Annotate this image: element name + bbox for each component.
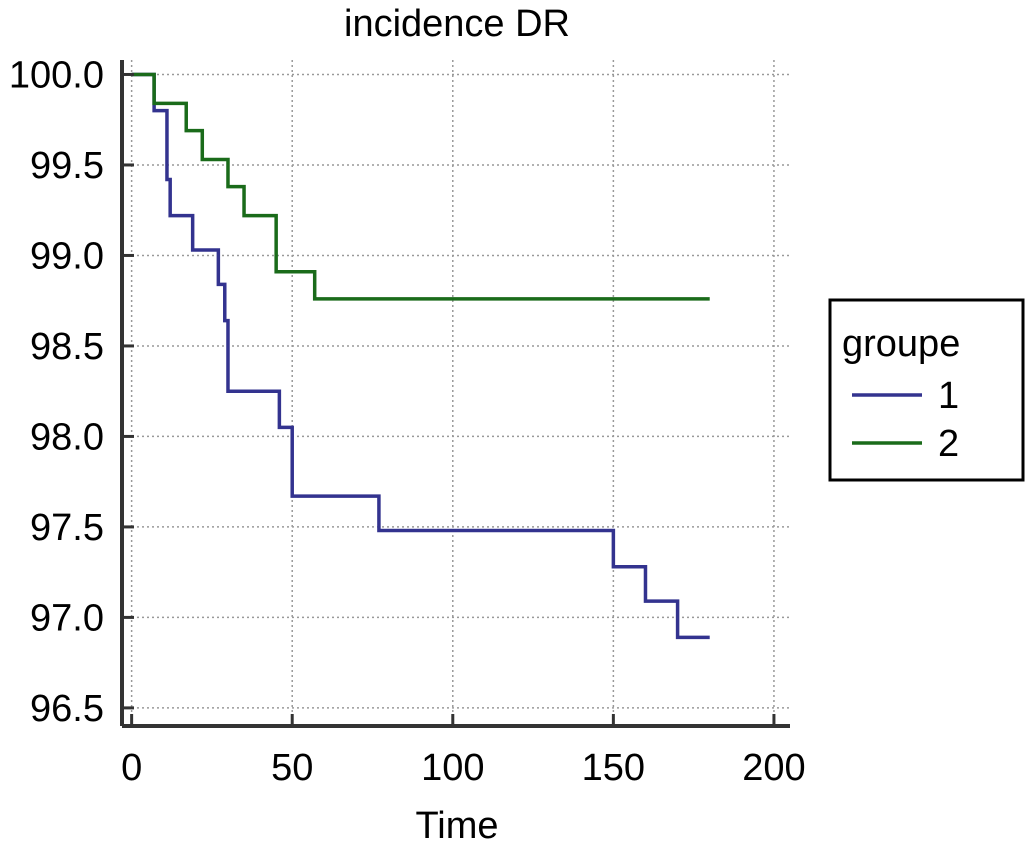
y-tick-label: 100.0 bbox=[9, 54, 104, 96]
legend-label-1: 1 bbox=[938, 375, 959, 417]
y-tick-label: 97.0 bbox=[30, 597, 104, 639]
x-tick-label: 150 bbox=[582, 747, 645, 789]
x-tick-label: 50 bbox=[271, 747, 313, 789]
x-axis-title: Time bbox=[415, 805, 498, 846]
legend-label-2: 2 bbox=[938, 423, 959, 465]
y-tick-label: 99.5 bbox=[30, 145, 104, 187]
legend-title: groupe bbox=[842, 323, 960, 365]
x-tick-label: 0 bbox=[121, 747, 142, 789]
y-tick-label: 96.5 bbox=[30, 688, 104, 730]
legend: groupe 12 bbox=[828, 298, 1025, 482]
x-tick-label: 100 bbox=[421, 747, 484, 789]
x-tick-label: 200 bbox=[742, 747, 805, 789]
legend-box bbox=[828, 298, 1025, 482]
y-tick-label: 99.0 bbox=[30, 235, 104, 277]
legend-entries: 12 bbox=[852, 375, 959, 465]
series-line-1 bbox=[131, 72, 710, 640]
series-layer bbox=[131, 72, 710, 640]
ticks: 0 50 100 150 200 96.5 97.0 97.5 98.0 98.5 99.0 99.5… bbox=[9, 54, 806, 789]
y-tick-label: 98.5 bbox=[30, 326, 104, 368]
series-line-2 bbox=[131, 72, 710, 301]
y-tick-label: 98.0 bbox=[30, 416, 104, 458]
chart-title: incidence DR bbox=[344, 3, 570, 45]
axes bbox=[120, 60, 790, 728]
y-tick-label: 97.5 bbox=[30, 507, 104, 549]
